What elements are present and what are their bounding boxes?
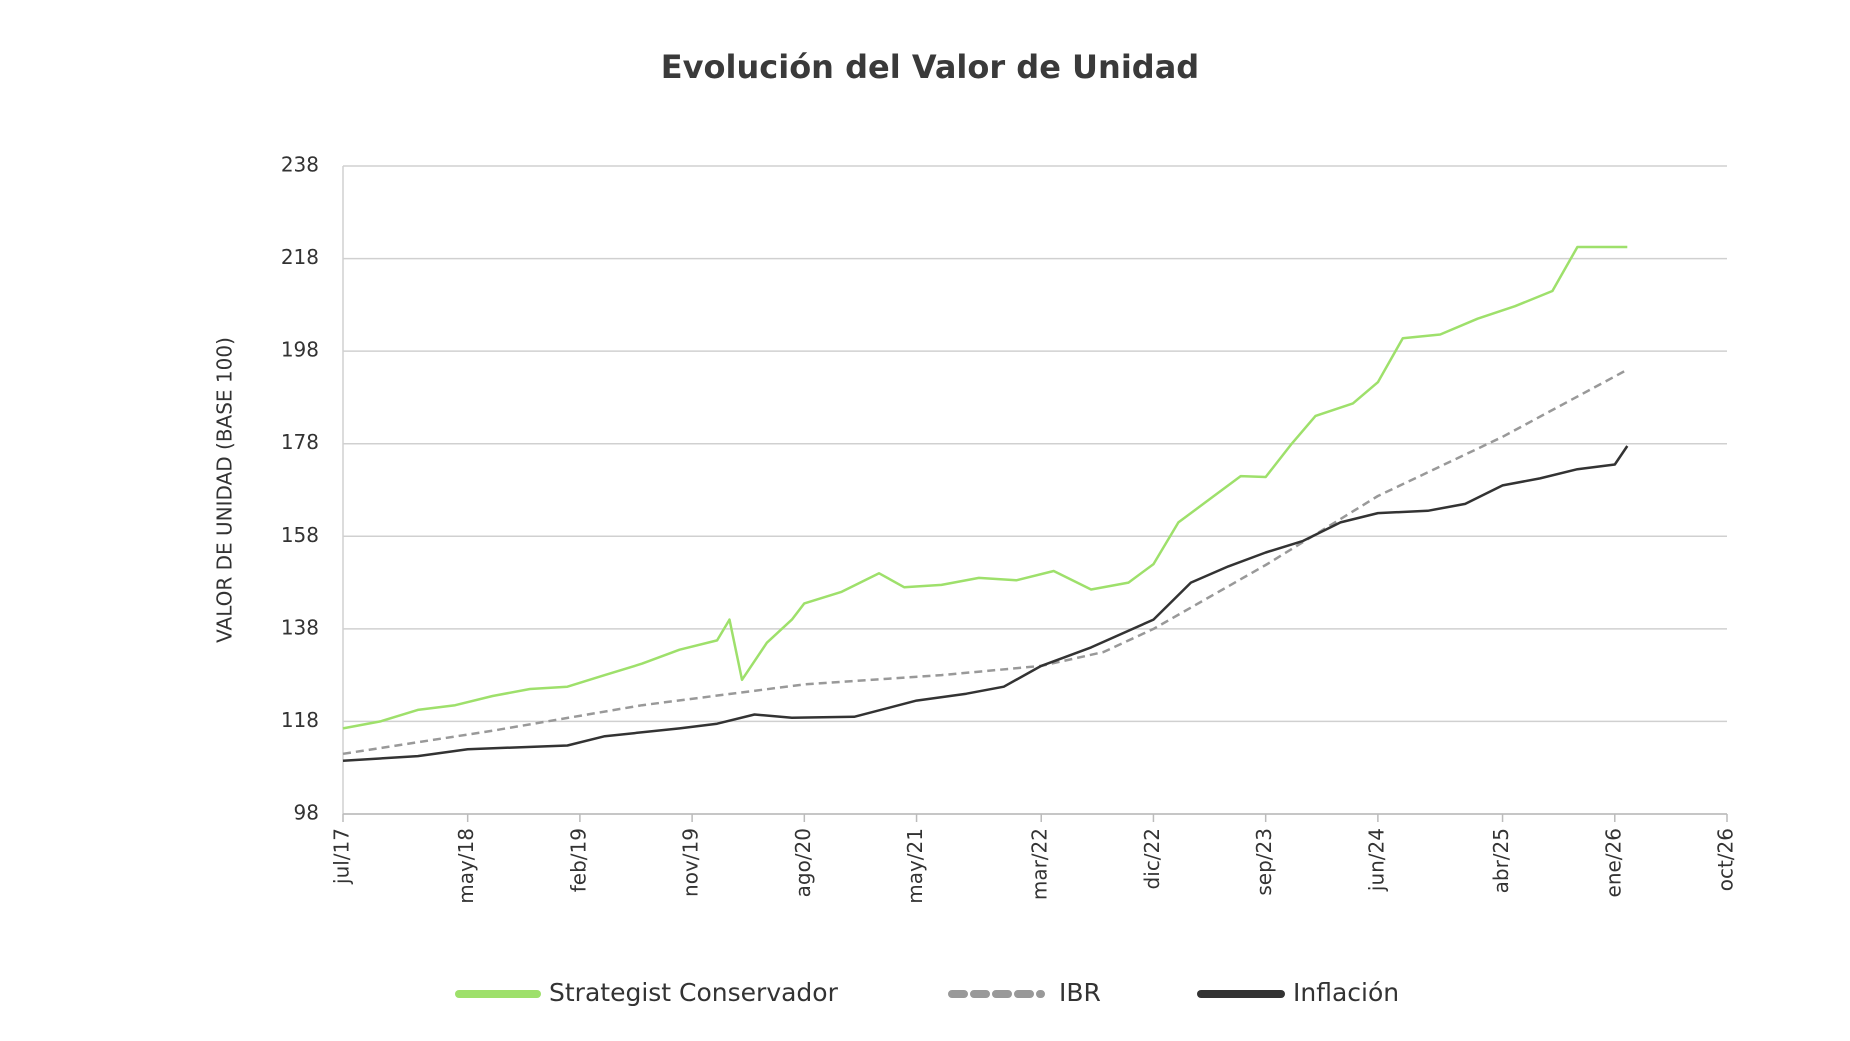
legend-label: IBR xyxy=(1059,978,1101,1007)
y-tick-label: 158 xyxy=(281,523,319,547)
series-line xyxy=(342,368,1628,756)
y-tick-label: 178 xyxy=(281,430,319,454)
y-tick-label: 138 xyxy=(281,615,319,639)
x-tick-label: sep/23 xyxy=(1252,828,1276,896)
x-tick-label: may/21 xyxy=(903,828,927,904)
x-tick-label: feb/19 xyxy=(566,828,590,892)
x-tick-label: ago/20 xyxy=(791,828,815,897)
x-tick-label: oct/26 xyxy=(1714,828,1738,891)
x-tick-label: jun/24 xyxy=(1364,828,1388,892)
series-line xyxy=(342,245,1628,730)
x-tick-label: ene/26 xyxy=(1601,828,1625,897)
x-tick-label: may/18 xyxy=(454,828,478,904)
y-tick-label: 98 xyxy=(294,801,319,825)
x-tick-label: nov/19 xyxy=(679,828,703,897)
series-line xyxy=(342,445,1629,763)
y-tick-label: 118 xyxy=(281,708,319,732)
x-tick-label: dic/22 xyxy=(1140,828,1164,889)
y-tick-label: 238 xyxy=(281,153,319,177)
x-tick-label: mar/22 xyxy=(1028,828,1052,900)
y-tick-label: 218 xyxy=(281,245,319,269)
y-axis-label: VALOR DE UNIDAD (BASE 100) xyxy=(213,337,237,643)
legend-label: Strategist Conservador xyxy=(549,978,839,1007)
x-tick-label: abr/25 xyxy=(1489,828,1513,893)
chart-title: Evolución del Valor de Unidad xyxy=(661,48,1199,86)
x-tick-label: jul/17 xyxy=(330,828,354,885)
y-tick-label: 198 xyxy=(281,338,319,362)
legend-label: Inflación xyxy=(1293,978,1399,1007)
